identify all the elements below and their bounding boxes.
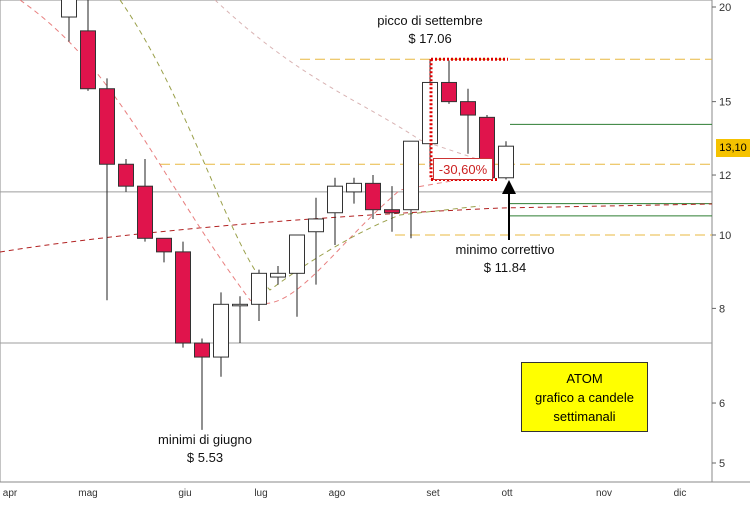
corr-value: $ 11.84 [483,260,527,275]
y-tick-label: 15 [719,97,731,109]
y-tick-label: 10 [719,230,731,242]
moving-average-0 [0,203,713,253]
candle-body [460,101,476,116]
arrow-head-icon [502,180,516,194]
y-tick-label: 6 [719,398,725,410]
candle-body [99,88,115,165]
y-tick-label: 5 [719,458,725,470]
candle-body [137,185,153,239]
candle-body [289,234,305,274]
candle-body [308,218,324,233]
candle-body [403,140,419,211]
peak-value: $ 17.06 [408,31,452,46]
corr-annotation: minimo correttivo $ 11.84 [435,241,575,277]
low-value: $ 5.53 [186,450,224,465]
moving-average-2 [119,0,481,291]
peak-title: picco di settembre [377,13,483,28]
candle-body [384,209,400,214]
x-tick-label: set [426,488,440,499]
low-annotation: minimi di giugno $ 5.53 [135,431,275,467]
corr-title: minimo correttivo [455,242,555,257]
candle-body [441,81,457,103]
candle-body [156,237,172,253]
x-tick-label: ago [329,488,346,499]
x-tick-label: ott [501,488,512,499]
x-tick-label: giu [178,488,191,499]
candle-body [118,163,134,187]
candle-body [251,272,267,305]
candle-body [327,185,343,214]
legend-line-2: grafico a candele [534,390,634,405]
candle-body [346,182,362,193]
x-tick-label: mag [78,488,97,499]
candle-body [498,145,514,179]
candle-body [232,303,248,307]
y-tick-label: 8 [719,303,725,315]
x-tick-label: apr [3,488,18,499]
legend-line-3: settimanali [553,409,616,424]
y-tick-label: 12 [719,170,731,182]
candle-body [194,342,210,358]
x-tick-label: dic [674,488,687,499]
last-price-badge: 13,10 [716,139,750,157]
candle-body [270,272,286,278]
legend-box: ATOM grafico a candele settimanali [521,362,648,432]
candle-body [213,303,229,358]
low-title: minimi di giugno [158,432,252,447]
candle-body [175,251,191,344]
moving-average-3 [214,0,481,161]
candle-body [365,182,381,211]
legend-line-1: ATOM [566,371,603,386]
candle-body [80,30,96,90]
x-tick-label: lug [254,488,267,499]
pct-change-badge: -30,60% [433,158,493,180]
y-tick-label: 20 [719,2,731,14]
x-tick-label: nov [596,488,612,499]
candle-body [61,0,77,18]
peak-annotation: picco di settembre $ 17.06 [360,12,500,48]
